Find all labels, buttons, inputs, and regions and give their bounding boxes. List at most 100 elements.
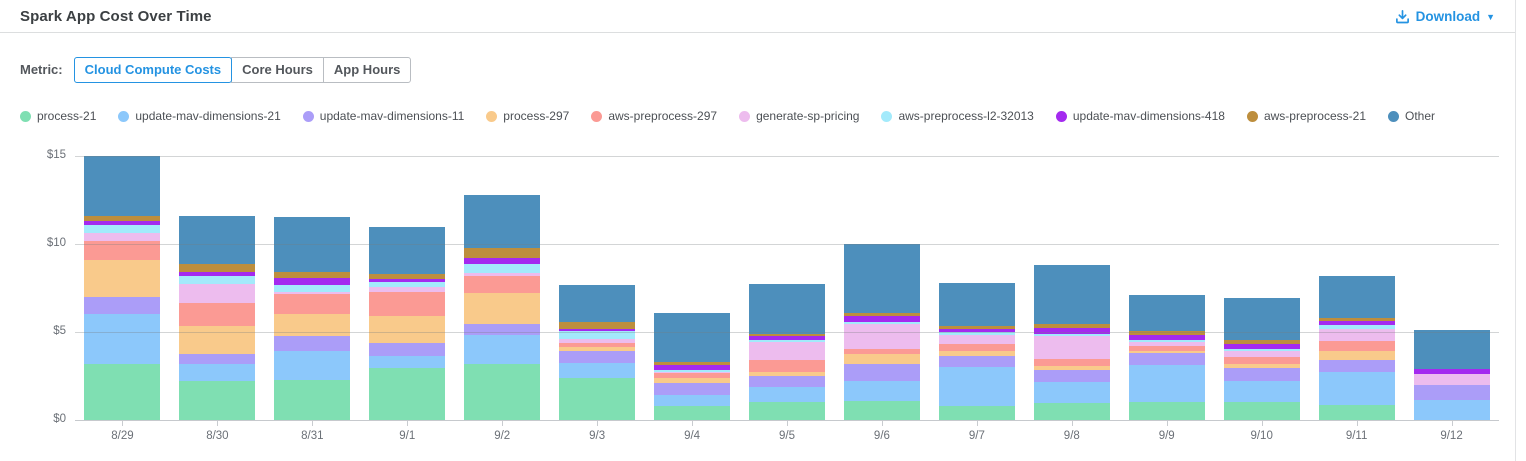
bar-segment-aws-preprocess-21[interactable] bbox=[654, 362, 731, 365]
bar-segment-process-21[interactable] bbox=[1033, 403, 1110, 420]
download-button[interactable]: Download ▼ bbox=[1395, 9, 1495, 24]
bar-segment-generate-sp-pricing[interactable] bbox=[938, 334, 1015, 345]
bar-segment-process-297[interactable] bbox=[464, 293, 541, 325]
bar-segment-generate-sp-pricing[interactable] bbox=[654, 371, 731, 374]
bar-segment-update-mav-dimensions-11[interactable] bbox=[464, 324, 541, 335]
bar-segment-generate-sp-pricing[interactable] bbox=[1128, 341, 1205, 347]
bar-segment-update-mav-dimensions-11[interactable] bbox=[749, 376, 826, 388]
bar-segment-generate-sp-pricing[interactable] bbox=[369, 287, 446, 293]
legend-item-process-297[interactable]: process-297 bbox=[486, 109, 569, 123]
legend-item-aws-preprocess-297[interactable]: aws-preprocess-297 bbox=[591, 109, 717, 123]
bar-segment-process-21[interactable] bbox=[369, 368, 446, 420]
bar-segment-generate-sp-pricing[interactable] bbox=[179, 283, 256, 303]
bar-segment-aws-preprocess-21[interactable] bbox=[1033, 324, 1110, 328]
bar-segment-update-mav-dimensions-418[interactable] bbox=[1318, 321, 1395, 325]
bar-segment-update-mav-dimensions-11[interactable] bbox=[843, 363, 920, 382]
bar-segment-update-mav-dimensions-21[interactable] bbox=[938, 367, 1015, 406]
bar-segment-process-297[interactable] bbox=[369, 316, 446, 343]
bar-segment-process-297[interactable] bbox=[1128, 351, 1205, 354]
bar-segment-aws-preprocess-297[interactable] bbox=[1223, 356, 1300, 364]
bar-segment-update-mav-dimensions-11[interactable] bbox=[559, 350, 636, 363]
bar-segment-aws-preprocess-297[interactable] bbox=[464, 275, 541, 294]
bar-segment-generate-sp-pricing[interactable] bbox=[1413, 374, 1490, 385]
bar-segment-process-297[interactable] bbox=[1033, 366, 1110, 370]
bar-segment-update-mav-dimensions-11[interactable] bbox=[274, 335, 351, 351]
bar-segment-update-mav-dimensions-418[interactable] bbox=[559, 329, 636, 332]
bar-segment-update-mav-dimensions-21[interactable] bbox=[1318, 371, 1395, 406]
legend-item-aws-preprocess-21[interactable]: aws-preprocess-21 bbox=[1246, 109, 1366, 123]
bar-segment-other[interactable] bbox=[1413, 330, 1490, 369]
bar-segment-other[interactable] bbox=[464, 194, 541, 248]
bar-segment-process-21[interactable] bbox=[464, 363, 541, 420]
bar-segment-process-21[interactable] bbox=[843, 400, 920, 420]
bar-segment-other[interactable] bbox=[1128, 295, 1205, 332]
bar-segment-aws-preprocess-297[interactable] bbox=[179, 302, 256, 326]
bar-segment-update-mav-dimensions-11[interactable] bbox=[654, 383, 731, 396]
bar-segment-aws-preprocess-297[interactable] bbox=[1128, 346, 1205, 352]
bar-segment-other[interactable] bbox=[274, 216, 351, 273]
bar-segment-aws-preprocess-l2-32013[interactable] bbox=[179, 275, 256, 284]
bar-segment-update-mav-dimensions-418[interactable] bbox=[369, 279, 446, 282]
bar-segment-process-21[interactable] bbox=[1223, 401, 1300, 420]
legend-item-update-mav-dimensions-418[interactable]: update-mav-dimensions-418 bbox=[1055, 109, 1225, 123]
bar-segment-aws-preprocess-297[interactable] bbox=[1033, 359, 1110, 367]
metric-tab-core-hours[interactable]: Core Hours bbox=[231, 56, 324, 83]
bar-segment-aws-preprocess-297[interactable] bbox=[654, 373, 731, 378]
bar-segment-aws-preprocess-297[interactable] bbox=[749, 360, 826, 372]
bar-segment-aws-preprocess-l2-32013[interactable] bbox=[559, 331, 636, 340]
bar-segment-process-297[interactable] bbox=[559, 346, 636, 351]
bar-segment-process-21[interactable] bbox=[938, 405, 1015, 420]
bar-segment-aws-preprocess-l2-32013[interactable] bbox=[1033, 333, 1110, 337]
bar-segment-other[interactable] bbox=[938, 282, 1015, 326]
bar-segment-update-mav-dimensions-11[interactable] bbox=[1318, 360, 1395, 372]
bar-segment-aws-preprocess-l2-32013[interactable] bbox=[84, 224, 161, 233]
bar-segment-aws-preprocess-21[interactable] bbox=[464, 247, 541, 259]
bar-segment-process-21[interactable] bbox=[559, 377, 636, 420]
bar-segment-aws-preprocess-l2-32013[interactable] bbox=[464, 264, 541, 274]
bar-segment-update-mav-dimensions-418[interactable] bbox=[274, 277, 351, 286]
bar-segment-process-297[interactable] bbox=[1223, 363, 1300, 369]
bar-segment-aws-preprocess-l2-32013[interactable] bbox=[654, 369, 731, 372]
bar-segment-generate-sp-pricing[interactable] bbox=[1033, 336, 1110, 360]
bar-segment-aws-preprocess-21[interactable] bbox=[843, 312, 920, 317]
bar-segment-other[interactable] bbox=[1223, 297, 1300, 341]
bar-segment-process-297[interactable] bbox=[274, 313, 351, 336]
bar-segment-generate-sp-pricing[interactable] bbox=[559, 339, 636, 344]
bar-segment-update-mav-dimensions-21[interactable] bbox=[1413, 399, 1490, 420]
metric-tab-cloud-compute-costs[interactable]: Cloud Compute Costs bbox=[73, 56, 233, 83]
bar-segment-aws-preprocess-21[interactable] bbox=[938, 325, 1015, 330]
bar-segment-update-mav-dimensions-11[interactable] bbox=[179, 354, 256, 364]
bar-segment-update-mav-dimensions-11[interactable] bbox=[369, 342, 446, 356]
bar-segment-aws-preprocess-21[interactable] bbox=[274, 272, 351, 278]
bar-segment-update-mav-dimensions-418[interactable] bbox=[1413, 369, 1490, 375]
bar-segment-aws-preprocess-297[interactable] bbox=[843, 348, 920, 355]
bar-segment-process-21[interactable] bbox=[274, 380, 351, 420]
bar-segment-aws-preprocess-297[interactable] bbox=[369, 292, 446, 317]
bar-segment-aws-preprocess-l2-32013[interactable] bbox=[1318, 325, 1395, 329]
bar-segment-aws-preprocess-l2-32013[interactable] bbox=[843, 321, 920, 325]
legend-item-other[interactable]: Other bbox=[1388, 109, 1435, 123]
bar-segment-generate-sp-pricing[interactable] bbox=[843, 324, 920, 349]
bar-segment-other[interactable] bbox=[843, 244, 920, 313]
bar-segment-update-mav-dimensions-11[interactable] bbox=[1413, 384, 1490, 400]
bar-segment-process-297[interactable] bbox=[1318, 350, 1395, 361]
bar-segment-aws-preprocess-l2-32013[interactable] bbox=[369, 281, 446, 288]
bar-segment-update-mav-dimensions-418[interactable] bbox=[84, 221, 161, 225]
bar-segment-update-mav-dimensions-418[interactable] bbox=[749, 336, 826, 340]
bar-segment-process-21[interactable] bbox=[749, 401, 826, 420]
bar-segment-aws-preprocess-297[interactable] bbox=[274, 294, 351, 314]
bar-segment-aws-preprocess-297[interactable] bbox=[84, 240, 161, 260]
bar-segment-aws-preprocess-297[interactable] bbox=[559, 343, 636, 347]
bar-segment-other[interactable] bbox=[1318, 275, 1395, 318]
bar-segment-update-mav-dimensions-21[interactable] bbox=[654, 395, 731, 406]
bar-segment-update-mav-dimensions-418[interactable] bbox=[654, 364, 731, 370]
bar-segment-update-mav-dimensions-21[interactable] bbox=[179, 363, 256, 382]
legend-item-update-mav-dimensions-11[interactable]: update-mav-dimensions-11 bbox=[302, 109, 464, 123]
legend-item-update-mav-dimensions-21[interactable]: update-mav-dimensions-21 bbox=[118, 109, 281, 123]
bar-segment-update-mav-dimensions-11[interactable] bbox=[938, 355, 1015, 368]
bar-segment-process-21[interactable] bbox=[1318, 405, 1395, 420]
bar-segment-aws-preprocess-l2-32013[interactable] bbox=[1128, 339, 1205, 342]
bar-segment-aws-preprocess-21[interactable] bbox=[1318, 317, 1395, 322]
bar-segment-generate-sp-pricing[interactable] bbox=[1223, 351, 1300, 357]
bar-segment-aws-preprocess-l2-32013[interactable] bbox=[938, 332, 1015, 335]
